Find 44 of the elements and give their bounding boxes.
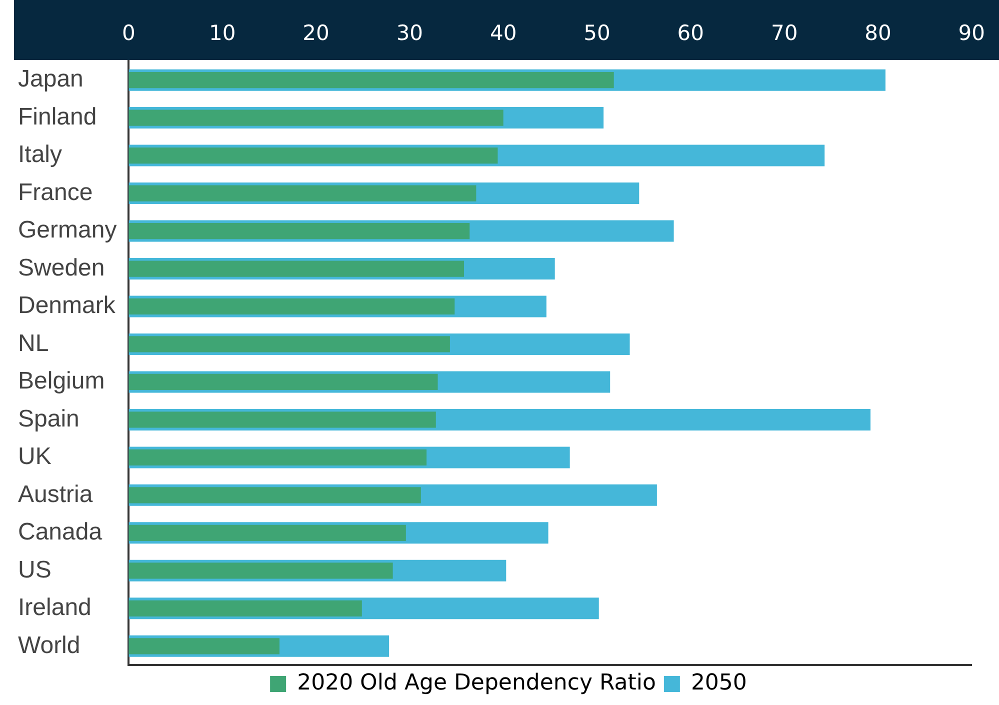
y-tick-label: World [18,632,80,659]
bar [128,638,280,654]
y-tick-label: Austria [18,480,94,508]
x-tick-label: 0 [122,21,136,46]
bar [128,336,450,352]
y-tick-label: Spain [18,405,80,432]
y-tick-label: UK [18,443,52,470]
y-tick-label: Sweden [18,254,105,282]
y-tick-label: US [18,556,52,584]
bar [128,185,476,202]
x-tick-label: 40 [490,21,517,46]
legend-label: 2050 [690,670,747,696]
x-tick-label: 30 [396,21,424,46]
x-tick-label: 60 [677,21,704,46]
x-tick-label: 80 [864,21,892,46]
bar [128,260,464,277]
y-tick-label: NL [18,330,49,357]
x-tick-label: 10 [208,21,236,46]
bar [128,412,436,428]
bar [128,524,406,541]
bar [128,110,504,126]
y-tick-label: Germany [18,216,117,244]
bar [128,147,498,164]
bar [128,600,362,616]
y-tick-label: Ireland [18,594,92,622]
bar [128,298,455,315]
bar [128,72,614,88]
bar [128,374,438,390]
y-tick-label: Italy [18,141,62,168]
y-tick-label: Denmark [18,292,116,320]
legend-label: 2020 Old Age Dependency Ratio [297,670,656,696]
bar [128,449,427,466]
y-tick-label: Canada [18,518,103,546]
bar [128,562,393,579]
bar [128,222,470,240]
y-tick-label: France [18,178,93,206]
x-tick-label: 70 [770,21,798,46]
y-tick-label: Belgium [18,368,105,395]
y-tick-label: Japan [18,66,84,93]
y-tick-label: Finland [18,103,97,130]
x-tick-label: 20 [302,21,330,46]
x-tick-label: 90 [958,21,986,46]
x-tick-label: 50 [584,21,610,46]
bar [128,487,421,504]
